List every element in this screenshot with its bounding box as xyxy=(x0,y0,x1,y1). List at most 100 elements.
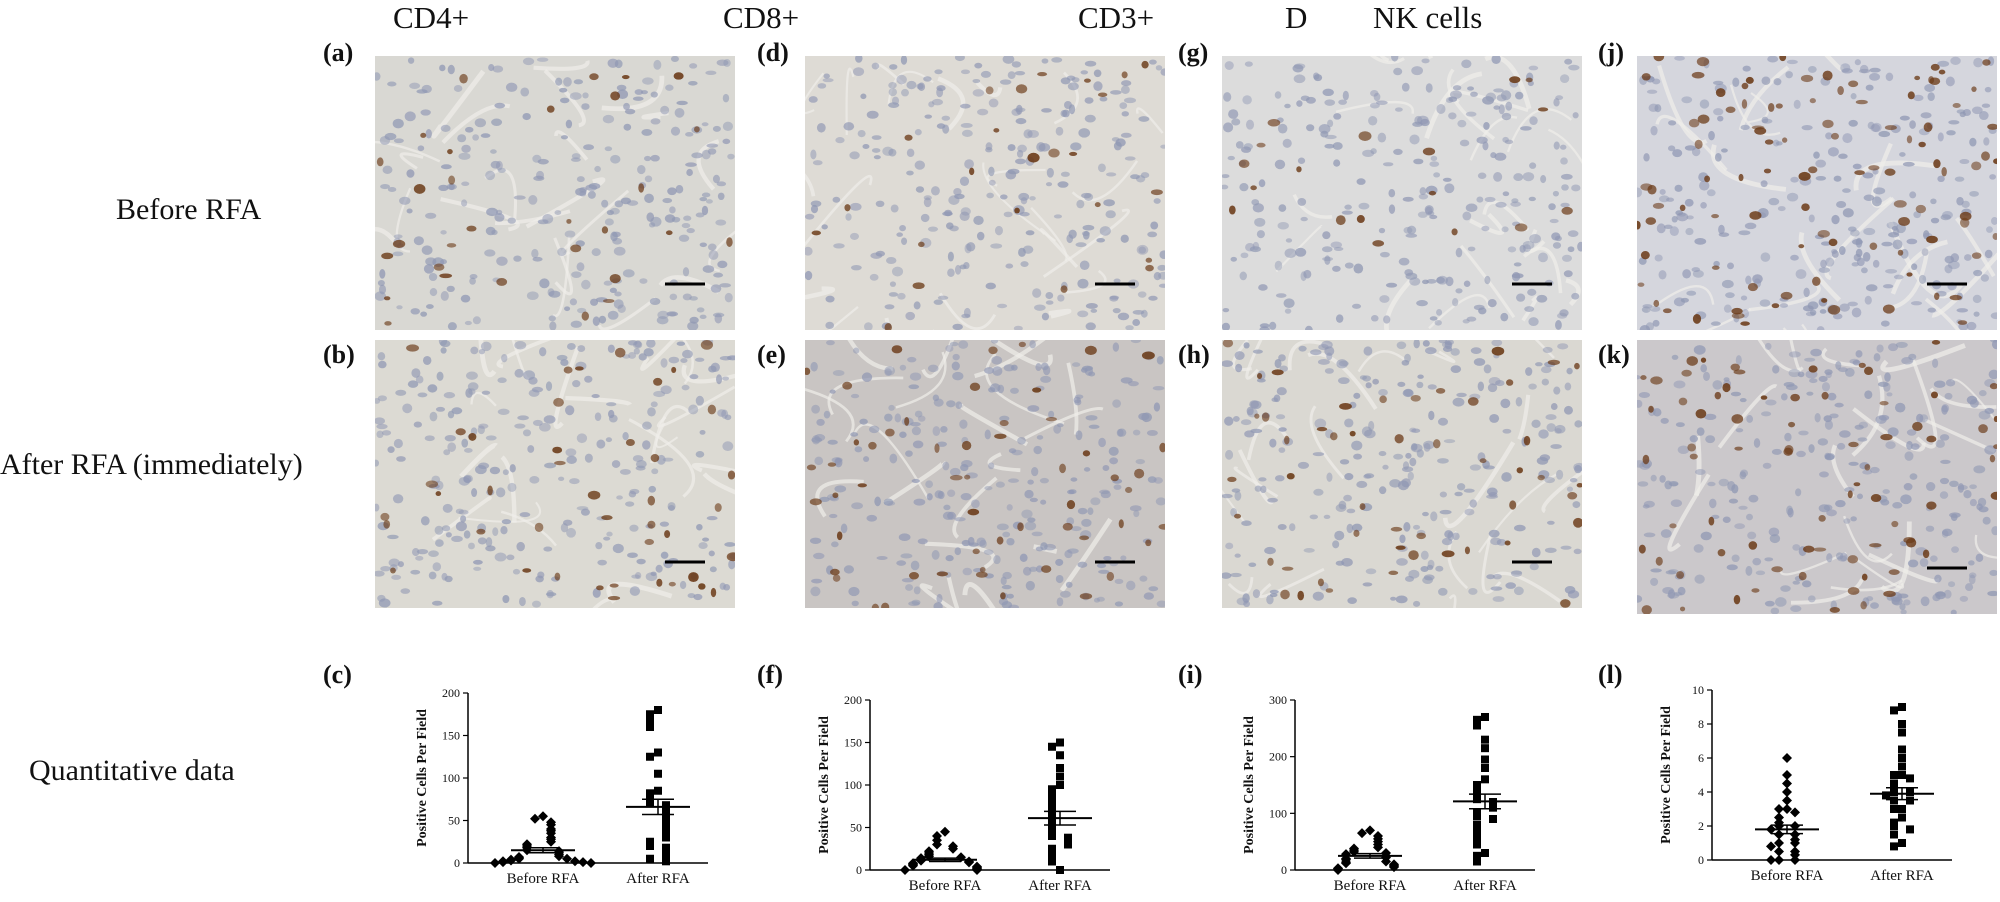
data-point xyxy=(1782,804,1792,814)
scatter-plot: 0 50 100 150 200 Positive Cells Per Field Befo… xyxy=(415,686,708,887)
data-point xyxy=(1481,735,1489,744)
data-point xyxy=(1774,812,1784,823)
y-tick-label: 300 xyxy=(1269,693,1287,707)
data-point xyxy=(1906,774,1914,783)
y-tick-label: 100 xyxy=(442,771,460,785)
data-point xyxy=(1473,851,1481,860)
micrograph-e xyxy=(805,340,1165,608)
data-point xyxy=(1473,812,1481,821)
data-point xyxy=(1048,742,1056,751)
y-tick-label: 100 xyxy=(1269,806,1287,820)
y-axis-label: Positive Cells Per Field xyxy=(1242,716,1257,854)
panel-label-e: (e) xyxy=(757,340,786,369)
column-title-d: D xyxy=(1285,0,1308,35)
data-point xyxy=(490,858,500,868)
data-point xyxy=(654,748,662,757)
data-point xyxy=(1056,738,1064,747)
panel-label-h: (h) xyxy=(1178,340,1210,369)
micrograph-texture xyxy=(1637,56,1997,330)
micrograph-h xyxy=(1222,340,1582,608)
data-point xyxy=(1890,830,1898,839)
data-point xyxy=(1890,805,1898,813)
micrograph-texture xyxy=(375,340,735,608)
data-point xyxy=(662,846,670,855)
data-point xyxy=(1048,823,1056,832)
data-point xyxy=(662,829,670,838)
data-point xyxy=(514,853,524,864)
data-point xyxy=(932,839,942,850)
y-axis-label: Positive Cells Per Field xyxy=(1659,706,1674,844)
data-point xyxy=(1898,771,1906,779)
data-point xyxy=(1048,844,1056,853)
data-point xyxy=(646,842,654,850)
y-axis-label: Positive Cells Per Field xyxy=(415,709,430,847)
data-point xyxy=(1048,827,1056,836)
y-tick-label: 50 xyxy=(850,821,862,835)
data-point xyxy=(654,706,662,714)
data-point xyxy=(530,813,540,824)
data-point xyxy=(538,811,548,822)
data-point xyxy=(1048,832,1056,840)
y-tick-label: 150 xyxy=(844,736,862,750)
scatter-plot: 0 2 4 6 8 10 Positive Cells Per Field Before RF… xyxy=(1659,683,1952,884)
data-point xyxy=(1766,841,1776,852)
x-category-label: Before RFA xyxy=(1334,878,1407,894)
data-point xyxy=(1906,796,1914,805)
data-point xyxy=(662,833,670,842)
data-point xyxy=(1481,775,1489,784)
y-tick-label: 4 xyxy=(1698,785,1704,799)
data-point xyxy=(1790,849,1800,860)
data-point xyxy=(654,786,662,795)
micrograph-k xyxy=(1637,340,1997,614)
data-point xyxy=(1898,745,1906,754)
chart-f: 0 50 100 150 200 Positive Cells Per Field Befo… xyxy=(800,680,1130,900)
panel-label-f: (f) xyxy=(757,660,783,689)
data-point xyxy=(662,857,670,866)
data-point xyxy=(1890,822,1898,830)
y-axis-label: Positive Cells Per Field xyxy=(817,716,832,854)
data-point xyxy=(662,812,670,821)
micrograph-texture xyxy=(1637,340,1997,614)
data-point xyxy=(1473,832,1481,840)
data-point xyxy=(1890,779,1898,788)
row-label-after: After RFA (immediately) xyxy=(0,448,303,481)
micrograph-b xyxy=(375,340,735,608)
data-point xyxy=(1774,829,1784,840)
data-point xyxy=(1333,865,1343,875)
data-point xyxy=(562,853,572,864)
data-point xyxy=(1056,751,1064,760)
data-point xyxy=(1473,721,1481,730)
data-point xyxy=(1898,813,1906,822)
x-category-label: Before RFA xyxy=(909,878,982,894)
data-point xyxy=(908,860,918,871)
data-point xyxy=(1473,840,1481,849)
data-point xyxy=(1782,770,1792,780)
panel-label-j: (j) xyxy=(1598,38,1624,67)
data-point xyxy=(1906,788,1914,796)
data-point xyxy=(578,857,588,868)
x-category-label: After RFA xyxy=(1453,878,1517,894)
data-point xyxy=(940,826,950,837)
column-title-cd4: CD4+ xyxy=(393,0,470,35)
data-point xyxy=(1898,728,1906,737)
x-category-label: After RFA xyxy=(626,871,690,887)
data-point xyxy=(1890,842,1898,851)
panel-label-l: (l) xyxy=(1598,660,1623,689)
data-point xyxy=(1473,786,1481,795)
micrograph-d xyxy=(805,56,1165,330)
data-point xyxy=(1898,762,1906,771)
data-point xyxy=(1782,795,1792,806)
data-point xyxy=(1473,795,1481,804)
data-point xyxy=(1481,713,1489,721)
data-point xyxy=(1048,853,1056,862)
data-point xyxy=(1048,785,1056,794)
panel-label-g: (g) xyxy=(1178,38,1209,67)
panel-label-d: (d) xyxy=(757,38,789,67)
data-point xyxy=(948,843,958,854)
data-point xyxy=(1790,855,1800,865)
data-point xyxy=(654,769,662,778)
data-point xyxy=(1048,793,1056,802)
data-point xyxy=(1774,846,1784,857)
data-point xyxy=(506,855,516,866)
data-point xyxy=(1064,840,1072,849)
